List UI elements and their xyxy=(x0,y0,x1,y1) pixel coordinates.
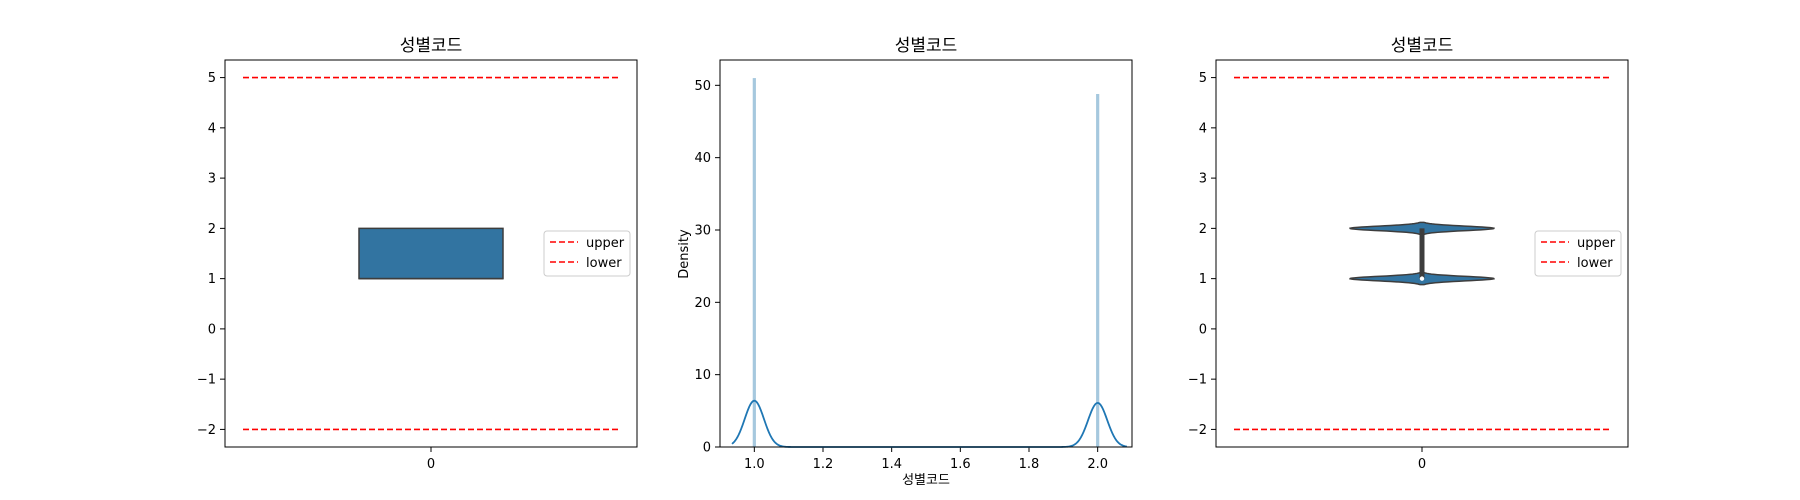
density-y-axis-label: Density xyxy=(677,229,692,279)
legend-upper-label: upper xyxy=(586,236,625,251)
y-tick-label: 5 xyxy=(1199,71,1207,86)
density-plot-title: 성별코드 xyxy=(895,36,958,56)
y-tick-label: 3 xyxy=(1199,172,1207,187)
y-tick-label: 50 xyxy=(694,79,711,94)
violin-plot-legend: upper lower xyxy=(1534,230,1622,277)
histogram-bar xyxy=(1096,93,1100,447)
y-tick-label: 4 xyxy=(1199,121,1207,136)
violin-plot-title: 성별코드 xyxy=(1391,36,1454,56)
density-plot-frame xyxy=(719,59,1133,448)
y-tick-label: 10 xyxy=(694,368,711,383)
y-tick-label: 0 xyxy=(1199,322,1207,337)
y-tick-label: 5 xyxy=(208,71,216,86)
violin-plot-panel: 성별코드 5 4 3 2 1 0 −1 −2 0 upper lower xyxy=(1188,36,1629,472)
x-tick-label: 1.0 xyxy=(744,457,765,472)
x-tick-label: 1.4 xyxy=(881,457,902,472)
y-tick-label: 30 xyxy=(694,223,711,238)
y-tick-label: −1 xyxy=(197,373,216,388)
violin-median-dot xyxy=(1419,276,1425,281)
box-plot-legend: upper lower xyxy=(543,230,631,277)
x-tick-label: 0 xyxy=(1418,457,1426,472)
x-tick-label: 1.2 xyxy=(813,457,834,472)
x-tick-label: 1.6 xyxy=(950,457,971,472)
legend-upper-label: upper xyxy=(1577,236,1616,251)
box-plot-panel: 성별코드 5 4 3 2 1 0 −1 −2 0 upper lower xyxy=(197,36,638,472)
y-tick-label: 0 xyxy=(703,441,711,456)
y-tick-label: −1 xyxy=(1188,373,1207,388)
x-tick-label: 2.0 xyxy=(1087,457,1108,472)
y-tick-label: −2 xyxy=(197,423,216,438)
y-tick-label: 2 xyxy=(208,222,216,237)
x-tick-label: 1.8 xyxy=(1019,457,1040,472)
y-tick-label: 4 xyxy=(208,121,216,136)
y-tick-label: 1 xyxy=(208,272,216,287)
box-rect xyxy=(358,227,504,280)
y-tick-label: 40 xyxy=(694,151,711,166)
legend-lower-label: lower xyxy=(586,256,622,271)
density-x-axis-label: 성별코드 xyxy=(902,473,950,488)
y-tick-label: 2 xyxy=(1199,222,1207,237)
y-tick-label: 3 xyxy=(208,172,216,187)
violin-plot-area: 5 4 3 2 1 0 −1 −2 0 xyxy=(1188,71,1610,472)
y-tick-label: 0 xyxy=(208,322,216,337)
y-tick-label: −2 xyxy=(1188,423,1207,438)
box-plot-frame xyxy=(224,59,638,448)
x-tick-label: 0 xyxy=(427,457,435,472)
box-plot-title: 성별코드 xyxy=(400,36,463,56)
y-tick-label: 20 xyxy=(694,296,711,311)
legend-frame xyxy=(543,230,631,277)
legend-frame xyxy=(1534,230,1622,277)
box-plot-area: 5 4 3 2 1 0 −1 −2 0 xyxy=(197,71,619,472)
y-tick-label: 1 xyxy=(1199,272,1207,287)
legend-lower-label: lower xyxy=(1577,256,1613,271)
histogram-bar xyxy=(752,78,756,448)
violin-plot-frame xyxy=(1215,59,1629,448)
